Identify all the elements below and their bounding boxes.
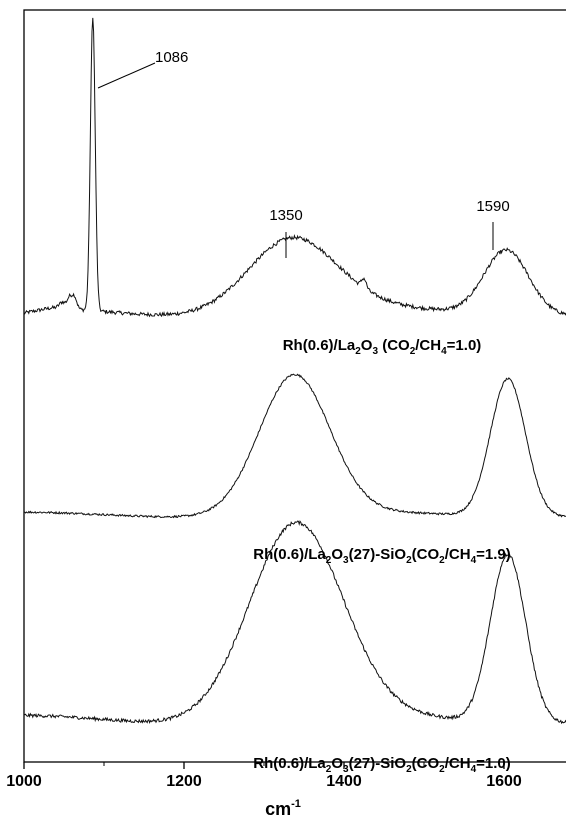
spectrum-line [23,373,566,519]
spectrum-line [23,17,566,318]
peak-annotation-label: 1350 [269,207,302,224]
series-name-label: Rh(0.6)/La2O3 (CO2/CH4=1.0) [283,337,482,357]
series-name-label: Rh(0.6)/La2O3(27)-SiO2(CO2/CH4=1.0) [253,755,510,775]
series-labels: Rh(0.6)/La2O3 (CO2/CH4=1.0) Rh(0.6)/La2O3… [253,337,510,775]
x-axis-ticks: 1000 1200 1400 1600 [6,762,522,790]
x-tick-label: 1600 [486,773,522,790]
x-tick-label: 1200 [166,773,202,790]
spectrum-line [23,520,566,725]
series-name-label: Rh(0.6)/La2O3(27)-SiO2(CO2/CH4=1.9) [253,546,510,566]
x-axis-label: cm-1 [265,798,301,819]
x-tick-label: 1400 [326,773,362,790]
x-tick-label: 1000 [6,773,42,790]
plot-frame [23,9,566,763]
annotation-leader-line [97,62,156,89]
peak-annotation-label: 1590 [476,198,509,215]
peak-annotation-label: 1086 [155,49,188,66]
spectra-series [23,17,566,725]
peak-annotations: 1086 1350 1590 [97,49,510,258]
